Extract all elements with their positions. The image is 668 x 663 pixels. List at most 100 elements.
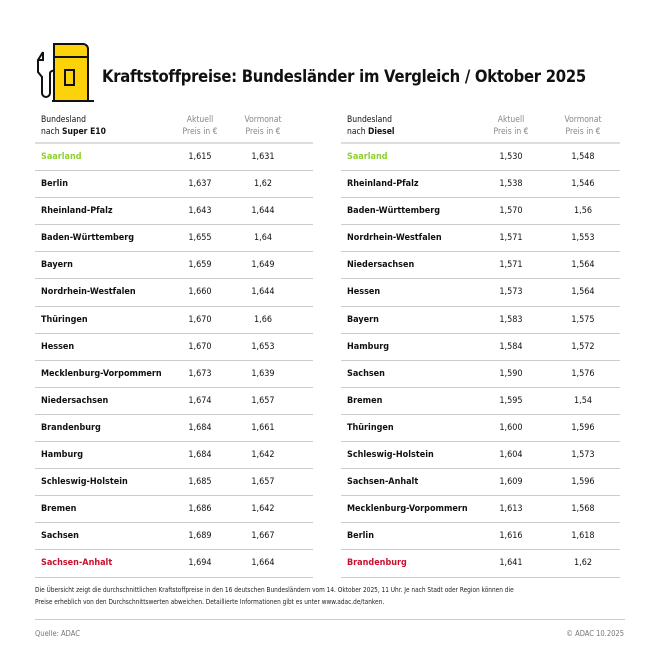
table-row: Bayern 1,659 1,649 [35,252,313,280]
header-line: Aktuell [186,115,214,125]
price-current: 1,615 [188,152,212,162]
price-current: 1,670 [188,314,212,325]
price-current: 1,685 [188,477,212,488]
table-row: Thüringen 1,600 1,596 [341,415,620,443]
price-current: 1,674 [188,395,212,406]
fuel-pump-icon [37,43,94,102]
bundesland: Sachsen-Anhalt [347,477,419,488]
price-current: 1,604 [499,450,523,461]
price-previous: 1,576 [571,368,595,379]
price-current: 1,530 [499,152,523,162]
price-current: 1,584 [499,341,523,352]
price-current: 1,670 [188,341,212,352]
price-current: 1,643 [188,206,212,217]
bundesland: Bremen [41,504,77,515]
price-current: 1,590 [499,368,523,379]
fuel-type: Diesel [368,127,395,137]
table-row: Hamburg 1,584 1,572 [341,334,620,361]
price-previous: 1,657 [251,477,275,488]
bundesland: Berlin [347,531,374,542]
bundesland: Thüringen [41,314,88,325]
price-previous: 1,64 [253,233,273,244]
price-previous: 1,653 [251,341,275,352]
table-header: Bundesland nach Diesel Aktuell Preis in € … [341,112,620,144]
price-previous: 1,66 [253,314,273,325]
price-current: 1,573 [499,287,523,298]
bundesland: Rheinland-Pfalz [347,179,419,190]
price-current: 1,616 [499,531,523,542]
table-row: Rheinland-Pfalz 1,643 1,644 [35,198,313,226]
table-row: Baden-Württemberg 1,570 1,56 [341,198,620,226]
bundesland: Niedersachsen [41,395,109,406]
bundesland: Saarland [347,152,388,162]
price-current: 1,655 [188,233,212,244]
page-title: Kraftstoffpreise: Bundesländer im Vergle… [102,67,586,86]
header-prefix: nach [41,127,63,137]
bundesland: Niedersachsen [347,260,415,271]
price-previous: 1,596 [571,477,595,488]
table-row: Sachsen 1,590 1,576 [341,361,620,388]
price-current: 1,613 [499,504,523,515]
header-prefix: nach [347,127,369,137]
table-row: Berlin 1,637 1,62 [35,171,313,199]
price-previous: 1,667 [251,531,275,542]
header-line: Bundesland [347,115,393,125]
price-current: 1,609 [499,477,523,488]
bundesland: Nordrhein-Westfalen [41,287,136,298]
footnote: Die Übersicht zeigt die durchschnittlich… [35,584,575,608]
bundesland: Thüringen [347,422,394,433]
price-previous: 1,642 [251,504,275,515]
price-current: 1,637 [188,179,212,190]
price-previous: 1,548 [571,152,595,162]
header-line: Preis in € [493,127,529,137]
price-previous: 1,644 [251,287,275,298]
bundesland: Brandenburg [41,422,101,433]
table-row: Mecklenburg-Vorpommern 1,613 1,568 [341,496,620,524]
price-previous: 1,56 [573,206,593,217]
bundesland: Mecklenburg-Vorpommern [41,368,162,379]
header-line: Preis in € [182,127,218,137]
price-current: 1,689 [188,531,212,542]
price-previous: 1,62 [253,179,273,190]
price-previous: 1,664 [251,558,275,569]
divider [35,619,625,620]
price-current: 1,660 [188,287,212,298]
price-previous: 1,573 [571,450,595,461]
bundesland: Sachsen [347,368,385,379]
column-header-bundesland: Bundesland nach Diesel [347,114,395,138]
price-current: 1,684 [188,422,212,433]
bundesland: Sachsen [41,531,79,542]
table-row: Nordrhein-Westfalen 1,660 1,644 [35,279,313,307]
table-header: Bundesland nach Super E10 Aktuell Preis in… [35,112,313,144]
bundesland: Hessen [347,287,381,298]
bundesland: Hamburg [347,341,390,352]
table-row: Niedersachsen 1,674 1,657 [35,388,313,415]
price-previous: 1,596 [571,422,595,433]
table-row: Baden-Württemberg 1,655 1,64 [35,225,313,253]
price-previous: 1,575 [571,314,595,325]
bundesland: Rheinland-Pfalz [41,206,113,217]
super-e10-table: Bundesland nach Super E10 Aktuell Preis in… [35,112,313,578]
diesel-table: Bundesland nach Diesel Aktuell Preis in € … [341,112,620,578]
bundesland: Berlin [41,179,68,190]
table-row: Sachsen-Anhalt 1,694 1,664 [35,550,313,578]
table-row: Mecklenburg-Vorpommern 1,673 1,639 [35,361,313,388]
table-row: Sachsen 1,689 1,667 [35,523,313,551]
price-previous: 1,649 [251,260,275,271]
price-previous: 1,564 [571,287,595,298]
table-row: Sachsen-Anhalt 1,609 1,596 [341,469,620,497]
table-row: Niedersachsen 1,571 1,564 [341,252,620,280]
column-header-aktuell: Aktuell Preis in € [165,114,235,138]
fuel-type: Super E10 [62,127,106,137]
bundesland: Bayern [347,314,379,325]
table-row: Thüringen 1,670 1,66 [35,307,313,334]
bundesland: Baden-Württemberg [347,206,441,217]
price-current: 1,570 [499,206,523,217]
source: Quelle: ADAC [35,629,80,638]
column-header-aktuell: Aktuell Preis in € [476,114,546,138]
table-row: Schleswig-Holstein 1,685 1,657 [35,469,313,497]
footnote-line: Preise erheblich von den Durchschnittswe… [35,597,385,606]
footnote-line: Die Übersicht zeigt die durchschnittlich… [35,585,514,594]
bundesland: Nordrhein-Westfalen [347,233,442,244]
bundesland: Mecklenburg-Vorpommern [347,504,468,515]
